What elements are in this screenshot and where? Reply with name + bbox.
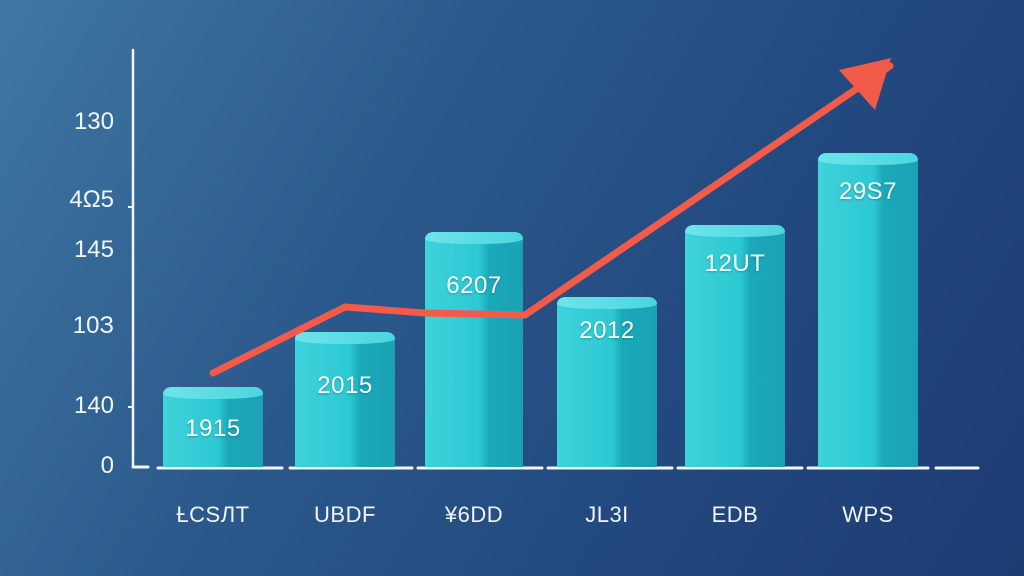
bar: 29S7 — [818, 153, 918, 467]
bar: 2015 — [295, 332, 395, 467]
bar: 1915 — [163, 387, 263, 467]
bar-value-label: 12UT — [704, 250, 766, 277]
bar: 2012 — [557, 297, 657, 467]
bar-value-label: 1915 — [185, 415, 241, 442]
y-tick-label: 130 — [73, 108, 114, 135]
y-tick-label: 4Ω5 — [69, 186, 114, 213]
y-tick-label: 10З — [72, 312, 114, 339]
x-tick-label: ¥6DD — [444, 502, 504, 527]
bar-value-label: 2012 — [579, 317, 635, 344]
bar-value-label: 2015 — [317, 372, 373, 399]
x-tick-label: ȽCSЛT — [176, 502, 250, 527]
y-tick-label: 140 — [73, 392, 114, 419]
x-tick-label: EDB — [711, 502, 759, 527]
y-tick-label: 0 — [100, 452, 114, 479]
x-tick-label: WPS — [842, 502, 894, 527]
bar-value-label: 29S7 — [838, 178, 898, 205]
bar: 12UT — [685, 225, 785, 467]
y-tick-label: 145 — [73, 236, 114, 263]
bar: 6207 — [425, 232, 523, 467]
x-tick-label: JL3I — [585, 502, 629, 527]
bar-value-label: 6207 — [446, 272, 502, 299]
x-tick-label: UBDF — [314, 502, 376, 527]
